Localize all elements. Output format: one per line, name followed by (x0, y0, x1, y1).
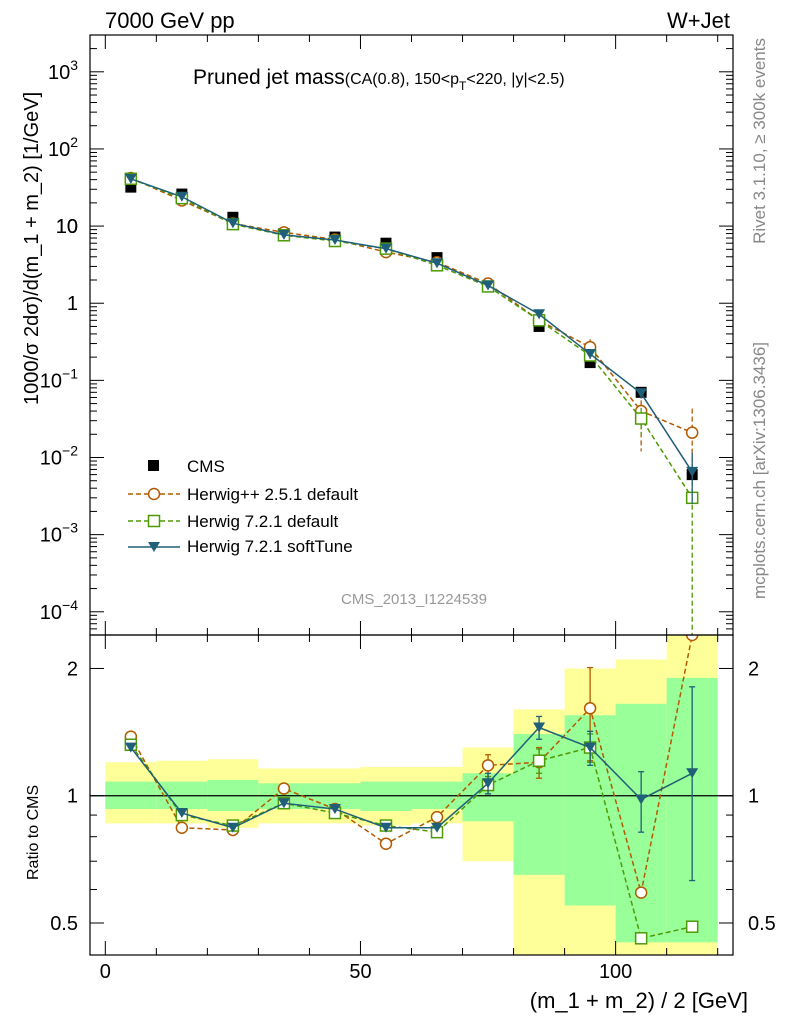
herwigpp-point (685, 426, 699, 439)
ratio-y-tick-label-left: 0.5 (50, 913, 78, 935)
ratio-herwig7-softtune-point (533, 722, 546, 733)
herwig7-softtune-point (686, 466, 699, 477)
mcplots-label: mcplots.cern.ch [arXiv:1306.3436] (750, 342, 769, 599)
ratio-series-layer (124, 635, 699, 945)
main-series-layer (124, 171, 699, 635)
ratio-y-tick-label-left: 2 (67, 658, 78, 680)
energy-label: 7000 GeV pp (105, 8, 235, 33)
main-series-line (130, 177, 693, 434)
herwig7-softtune-point (175, 191, 188, 202)
main-y-tick-label: 103 (48, 57, 78, 84)
chart-title-main: Pruned jet mass (193, 66, 345, 89)
ratio-herwigpp-point (277, 782, 291, 795)
main-y-tick-label: 102 (48, 134, 78, 161)
chart-title-sub: (CA(0.8), 150<p (345, 71, 459, 88)
herwig7-softtune-point (277, 229, 290, 240)
legend-h7def-marker (147, 514, 161, 528)
ratio-y-tick-label-right: 2 (748, 658, 759, 680)
legend-hpp-marker (147, 487, 161, 501)
main-series-line (130, 178, 693, 473)
herwig7-softtune-point (226, 218, 239, 229)
herwig7-softtune-point (379, 243, 392, 254)
chart-title-sub-index: T (459, 79, 467, 93)
herwig7-softtune-point (533, 309, 546, 320)
ratio-herwig7-softtune-point (635, 794, 648, 805)
herwig7-default-point (634, 412, 648, 425)
herwig7-softtune-point (584, 348, 597, 359)
main-y-tick-label: 10−4 (40, 597, 78, 624)
main-y-tick-label: 10−2 (40, 443, 78, 470)
ratio-herwigpp-point (583, 702, 597, 715)
ratio-y-tick-label-right: 1 (748, 786, 759, 808)
ratio-uncertainty-bands (105, 635, 718, 955)
legend-h7def-label: Herwig 7.2.1 default (187, 512, 338, 531)
legend: CMS Herwig++ 2.5.1 default Herwig 7.2.1 … (128, 457, 358, 556)
cms-data-point (125, 181, 137, 193)
main-y-tick-label: 1 (67, 293, 78, 315)
main-y-tick-label: 10−3 (40, 520, 78, 547)
legend-cms-marker (148, 460, 159, 471)
cms-data-point (584, 357, 596, 369)
ratio-herwigpp-point (481, 759, 495, 772)
chart-title-sub-tail: <220, |y|<2.5) (466, 71, 564, 88)
ratio-herwig7-default-point (685, 920, 699, 933)
ratio-series-line (130, 726, 693, 829)
ratio-y-tick-label-left: 1 (67, 786, 78, 808)
legend-hpp-label: Herwig++ 2.5.1 default (187, 485, 358, 504)
ratio-herwigpp-point (634, 886, 648, 899)
herwig7-softtune-point (635, 388, 648, 399)
herwig7-softtune-point (124, 173, 137, 184)
ratio-herwig7-softtune-point (584, 742, 597, 753)
main-y-tick-label: 10−1 (40, 365, 78, 392)
ratio-y-tick-label-right: 0.5 (748, 913, 776, 935)
process-label: W+Jet (667, 8, 730, 33)
main-y-axis-label: 1000/σ 2dσ)/d(m_1 + m_2) [1/GeV] (21, 92, 43, 405)
ratio-frame (89, 634, 734, 956)
legend-cms-label: CMS (187, 457, 225, 476)
ratio-herwig7-softtune-point (124, 742, 137, 753)
ratio-herwig7-softtune-point (226, 822, 239, 833)
chart-title: Pruned jet mass(CA(0.8), 150<pT<220, |y|… (193, 66, 565, 93)
main-y-tick-label: 10 (56, 216, 78, 238)
ratio-herwigpp-point (379, 837, 393, 850)
ratio-axis-ticks: 0.5 0.5 1 1 2 2 0 50 100 (50, 635, 776, 983)
ratio-herwig7-default-point (634, 932, 648, 945)
legend-h7soft-marker (148, 542, 160, 552)
ratio-herwig7-softtune-point (431, 822, 444, 833)
ratio-herwig7-softtune-point (175, 808, 188, 819)
herwig7-softtune-point (328, 235, 341, 246)
x-tick-label: 100 (599, 961, 632, 983)
ratio-herwig7-softtune-point (277, 798, 290, 809)
herwig7-softtune-point (431, 258, 444, 269)
x-tick-label: 0 (100, 961, 111, 983)
legend-h7soft-label: Herwig 7.2.1 softTune (187, 537, 353, 556)
rivet-label: Rivet 3.1.10, ≥ 300k events (750, 38, 769, 244)
herwig7-softtune-point (482, 280, 495, 291)
ratio-herwig7-softtune-point (328, 804, 341, 815)
ratio-herwig7-softtune-point (482, 778, 495, 789)
ratio-herwig7-softtune-point (379, 822, 392, 833)
ratio-series-line (130, 744, 693, 940)
ratio-y-axis-label: Ratio to CMS (25, 785, 42, 880)
analysis-watermark: CMS_2013_I1224539 (341, 591, 487, 608)
main-y-tick-label: 10 (56, 216, 78, 238)
ratio-herwigpp-point (430, 810, 444, 824)
main-series-line (130, 178, 693, 499)
ratio-herwigpp-point (685, 635, 699, 642)
ratio-series-line (130, 635, 693, 893)
x-axis-label: (m_1 + m_2) / 2 [GeV] (530, 988, 748, 1013)
x-tick-label: 50 (349, 961, 371, 983)
ratio-herwig7-default-point (532, 754, 546, 767)
ratio-herwigpp-point (175, 821, 189, 834)
ratio-herwig7-softtune-point (686, 768, 699, 779)
